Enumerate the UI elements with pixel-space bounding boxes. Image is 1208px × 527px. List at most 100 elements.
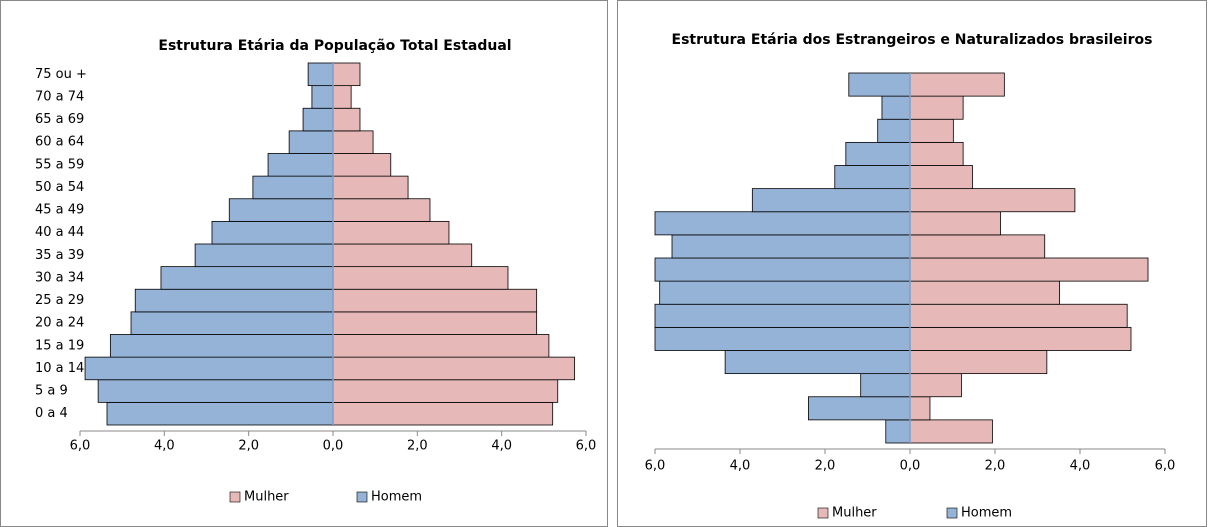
category-label: 10 a 14 — [35, 361, 84, 376]
x-tick-label: 2,0 — [815, 459, 836, 474]
bar — [332, 175, 409, 200]
bar — [909, 419, 993, 444]
x-tick-label: 6,0 — [70, 439, 91, 454]
bar — [160, 266, 334, 290]
bar — [724, 350, 911, 375]
x-tick-label: 6,0 — [1155, 459, 1176, 474]
bar — [845, 141, 911, 166]
category-label: 25 a 29 — [35, 293, 84, 308]
bar — [332, 85, 352, 109]
bar — [307, 62, 334, 87]
bar — [332, 198, 431, 222]
bar — [311, 85, 334, 109]
bar — [909, 303, 1128, 328]
category-label: 30 a 34 — [35, 270, 84, 285]
category-label: 5 a 9 — [35, 384, 68, 399]
category-label: 45 a 49 — [35, 203, 84, 218]
legend-swatch — [946, 507, 958, 519]
bar — [332, 153, 392, 177]
bar — [84, 356, 334, 381]
bar — [332, 401, 554, 426]
bar — [332, 288, 538, 313]
bar — [909, 373, 962, 398]
bar — [97, 379, 334, 403]
bar — [106, 401, 334, 426]
bar — [332, 356, 576, 381]
legend-label: Mulher — [244, 490, 289, 505]
bar — [834, 165, 911, 190]
category-label: 15 a 19 — [35, 338, 84, 353]
x-tick-label: 4,0 — [154, 439, 175, 454]
category-label: 55 a 59 — [35, 157, 84, 172]
bar — [848, 72, 911, 97]
bar — [909, 257, 1149, 282]
category-label: 20 a 24 — [35, 316, 84, 331]
legend-swatch — [229, 491, 241, 503]
bar — [109, 334, 334, 358]
bar — [671, 234, 911, 259]
bar — [909, 211, 1001, 236]
x-tick-label: 4,0 — [730, 459, 751, 474]
x-tick-label: 0,0 — [323, 439, 344, 454]
bar — [885, 419, 911, 444]
x-tick-label: 2,0 — [985, 459, 1006, 474]
bar — [332, 243, 473, 268]
bar — [909, 280, 1061, 305]
category-label: 60 a 64 — [35, 135, 84, 150]
bar — [654, 211, 911, 236]
chart-title: Estrutura Etária da População Total Esta… — [158, 38, 511, 54]
bar — [332, 266, 509, 290]
bar — [228, 198, 334, 222]
bar — [877, 118, 911, 143]
bar — [909, 165, 973, 190]
x-tick-label: 6,0 — [645, 459, 666, 474]
bar — [909, 188, 1076, 213]
bar — [659, 280, 911, 305]
bar — [808, 396, 911, 421]
bar — [332, 220, 450, 245]
category-label: 65 a 69 — [35, 112, 84, 127]
bar — [332, 311, 538, 335]
bar — [332, 107, 361, 132]
bar — [909, 396, 931, 421]
bar — [909, 95, 964, 120]
category-label: 75 ou + — [35, 67, 87, 82]
x-tick-label: 6,0 — [576, 439, 597, 454]
legend-label: Homem — [371, 490, 422, 505]
x-tick-label: 0,0 — [900, 459, 921, 474]
bar — [909, 72, 1005, 97]
category-label: 50 a 54 — [35, 180, 84, 195]
bar — [909, 234, 1046, 259]
bar — [332, 130, 374, 154]
bar — [332, 379, 559, 403]
x-tick-label: 2,0 — [238, 439, 259, 454]
bar — [134, 288, 334, 313]
x-tick-label: 4,0 — [1070, 459, 1091, 474]
bar — [302, 107, 334, 132]
bar — [654, 326, 911, 351]
bar — [909, 350, 1048, 375]
category-label: 70 a 74 — [35, 89, 84, 104]
category-label: 35 a 39 — [35, 248, 84, 263]
chart-title: Estrutura Etária dos Estrangeiros e Natu… — [672, 32, 1153, 48]
x-tick-label: 4,0 — [491, 439, 512, 454]
bar — [654, 303, 911, 328]
bar — [130, 311, 334, 335]
legend-label: Mulher — [832, 506, 877, 521]
bar — [267, 153, 334, 177]
bar — [332, 62, 361, 87]
bar — [211, 220, 334, 245]
bar — [881, 95, 911, 120]
bar — [654, 257, 911, 282]
bar — [909, 326, 1132, 351]
bar — [751, 188, 911, 213]
legend-swatch — [356, 491, 368, 503]
legend-swatch — [817, 507, 829, 519]
bar — [332, 334, 550, 358]
category-label: 40 a 44 — [35, 225, 84, 240]
bar — [288, 130, 334, 154]
bar — [194, 243, 334, 268]
legend-label: Homem — [961, 506, 1012, 521]
